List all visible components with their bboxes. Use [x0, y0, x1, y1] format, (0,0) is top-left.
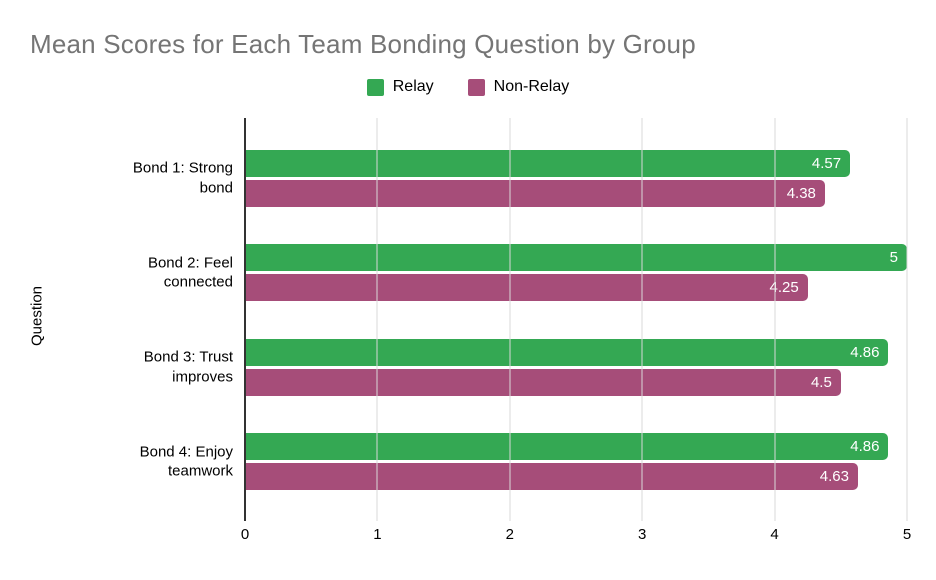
plot-area: Bond 1: Strong bond 4.57 4.38 Bond 2: Feel …	[133, 118, 911, 543]
bars-layer: Bond 1: Strong bond 4.57 4.38 Bond 2: Feel …	[133, 131, 907, 510]
bar-relay: 5	[245, 244, 907, 272]
category-label: Bond 1: Strong bond	[132, 159, 233, 197]
bar-non-relay: 4.63	[245, 463, 858, 491]
gridline	[906, 118, 908, 521]
gridline	[641, 118, 643, 521]
legend-label-relay: Relay	[392, 78, 434, 95]
bar-pair: 4.57 4.38	[245, 149, 907, 207]
bar-pair: 4.86 4.5	[245, 338, 907, 396]
bar-group: Bond 4: Enjoy teamwork 4.86 4.63	[140, 415, 907, 510]
bar-value-label: 5	[889, 249, 898, 267]
bar-non-relay: 4.38	[245, 179, 825, 207]
gridline	[774, 118, 776, 521]
non-relay-swatch	[467, 78, 485, 96]
y-axis-line	[244, 118, 246, 521]
x-tick-label: 0	[240, 526, 250, 543]
bar-pair: 4.86 4.63	[245, 433, 907, 491]
gridline	[509, 118, 511, 521]
category-label: Bond 4: Enjoy teamwork	[139, 443, 233, 480]
bar-relay: 4.86	[245, 433, 889, 461]
chart-title: Mean Scores for Each Team Bonding Questi…	[30, 29, 696, 59]
bar-value-label: 4.38	[786, 184, 816, 202]
bar-value-label: 4.57	[811, 154, 842, 172]
x-tick-label: 3	[638, 526, 647, 543]
gridline	[376, 118, 378, 521]
x-tick-label: 1	[373, 526, 382, 543]
bar-non-relay: 4.25	[245, 274, 808, 302]
bar-pair: 5 4.25	[245, 244, 907, 302]
category-label: Bond 3: Trust improves	[143, 348, 233, 386]
bar-group: Bond 2: Feel connected 5 4.25	[148, 226, 907, 321]
category-label: Bond 2: Feel connected	[147, 254, 233, 291]
legend-label-non-relay: Non-Relay	[493, 78, 570, 95]
relay-swatch	[366, 78, 384, 96]
x-tick-label: 5	[902, 526, 912, 543]
bar-value-label: 4.25	[769, 279, 799, 297]
bar-relay: 4.86	[245, 338, 889, 366]
y-axis-title: Question	[28, 285, 46, 347]
legend-item-relay: Relay	[366, 78, 434, 96]
x-tick-label: 4	[770, 526, 779, 543]
bar-relay: 4.57	[245, 149, 851, 177]
bar-value-label: 4.86	[850, 343, 880, 361]
bar-value-label: 4.5	[810, 373, 832, 391]
x-tick-label: 2	[505, 526, 514, 543]
legend-item-non-relay: Non-Relay	[467, 78, 570, 96]
bar-group: Bond 1: Strong bond 4.57 4.38	[133, 131, 907, 226]
bar-group: Bond 3: Trust improves 4.86 4.5	[144, 320, 907, 415]
legend: Relay Non-Relay	[0, 78, 936, 96]
bar-value-label: 4.63	[819, 468, 849, 486]
bar-value-label: 4.86	[850, 438, 880, 456]
bar-non-relay: 4.5	[245, 368, 841, 396]
